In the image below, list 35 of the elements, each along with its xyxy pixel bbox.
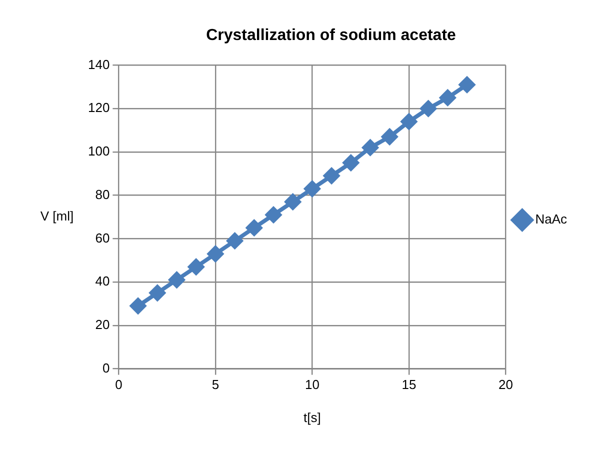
point [400, 114, 417, 130]
point [207, 246, 224, 262]
y-tick-label: 100 [88, 144, 110, 159]
chart-title: Crystallization of sodium acetate [206, 27, 456, 44]
point [342, 154, 359, 171]
x-axis-title: t[s] [304, 410, 321, 425]
y-tick-label: 140 [88, 56, 110, 72]
y-tick-label: 60 [95, 230, 110, 246]
x-tick-label: 15 [402, 377, 416, 392]
point [304, 180, 320, 197]
y-axis-title: V [ml] [40, 208, 74, 224]
y-tick-label: 0 [102, 360, 110, 376]
x-tick-label: 5 [212, 377, 220, 392]
point [168, 272, 185, 288]
point [459, 76, 476, 93]
point [324, 168, 340, 184]
y-tick-label: 80 [95, 186, 110, 202]
point [420, 100, 436, 117]
point [226, 232, 243, 249]
point [188, 258, 204, 275]
y-tick-label: 40 [95, 274, 110, 289]
point [382, 128, 398, 145]
legend-label: NaAc [535, 212, 568, 227]
point [149, 284, 166, 301]
x-tick-label: 20 [498, 377, 513, 392]
x-tick-label: 10 [304, 377, 320, 392]
y-tick-label: 120 [88, 100, 110, 116]
point [362, 140, 378, 156]
point [266, 206, 282, 223]
point [246, 220, 262, 236]
y-tick-label: 20 [95, 317, 110, 332]
x-tick-label: 0 [115, 377, 122, 392]
point [440, 90, 456, 106]
point [284, 194, 301, 210]
point [130, 298, 146, 314]
